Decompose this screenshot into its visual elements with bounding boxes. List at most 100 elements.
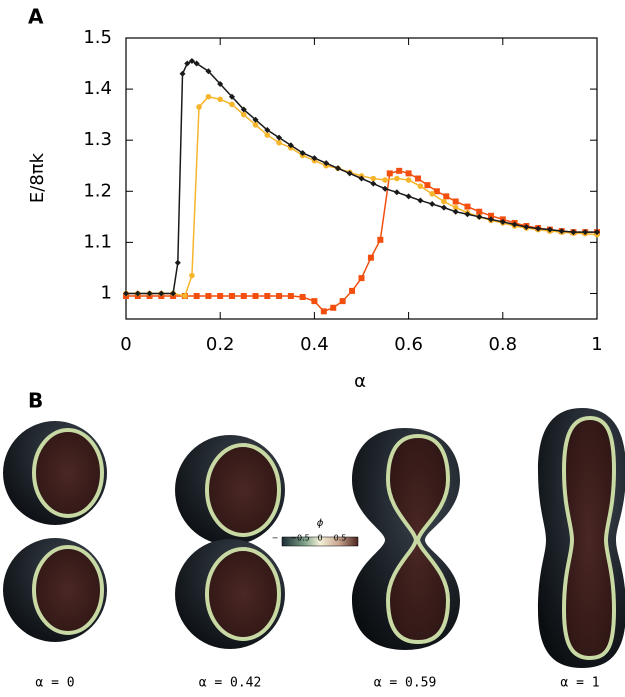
- data-point: [523, 224, 530, 231]
- x-tick-label: 0.2: [206, 334, 235, 355]
- data-point: [511, 221, 518, 228]
- data-point: [252, 293, 259, 300]
- colorbar-tick-label: −0.5: [290, 534, 309, 543]
- x-tick-label: 0.4: [300, 334, 329, 355]
- data-point: [452, 208, 459, 215]
- data-point: [299, 294, 306, 301]
- series-line: [126, 95, 598, 297]
- data-point: [440, 204, 447, 211]
- data-point: [193, 293, 200, 300]
- data-point: [264, 132, 271, 138]
- data-point: [433, 188, 440, 195]
- data-point: [394, 175, 400, 182]
- plot: 0 0.2 0.4 0.6 0.8 1 1 1.1 1.2 1.3 1.4 1.5: [83, 27, 602, 355]
- data-point: [189, 272, 195, 279]
- data-point: [377, 236, 384, 243]
- data-point: [252, 122, 259, 128]
- y-tick-label: 1.2: [83, 180, 112, 201]
- data-point: [228, 93, 235, 100]
- data-point: [205, 293, 212, 300]
- data-point: [405, 170, 412, 177]
- data-point: [464, 203, 471, 210]
- data-point: [535, 225, 542, 232]
- data-point: [429, 201, 436, 208]
- data-point: [311, 298, 318, 305]
- data-point: [558, 228, 565, 235]
- data-point: [170, 290, 177, 297]
- data-point: [287, 142, 294, 149]
- data-point: [441, 198, 447, 205]
- x-tick-label: 1: [591, 334, 602, 355]
- series-line: [126, 170, 597, 313]
- data-point: [184, 60, 191, 67]
- data-point: [264, 293, 271, 300]
- data-point: [276, 293, 283, 300]
- colorbar-tick-label: 0.5: [334, 534, 347, 543]
- data-point: [182, 293, 188, 299]
- data-point: [546, 226, 553, 233]
- caption: α = 0.59: [374, 676, 437, 691]
- data-point: [499, 218, 506, 225]
- data-point: [276, 139, 282, 146]
- data-point: [229, 101, 235, 108]
- data-point: [358, 275, 365, 282]
- caption: α = 0.42: [199, 676, 262, 691]
- data-point: [228, 293, 235, 300]
- data-point: [346, 170, 353, 177]
- data-point: [349, 287, 356, 294]
- panel-label: A: [28, 5, 44, 29]
- data-point: [429, 191, 435, 197]
- colorbar-title: ϕ: [317, 518, 324, 529]
- data-point: [240, 106, 247, 113]
- data-point: [582, 229, 589, 236]
- data-point: [452, 204, 459, 211]
- plot-frame: [125, 37, 598, 320]
- data-point: [264, 126, 271, 133]
- data-point: [417, 183, 424, 189]
- data-point: [417, 197, 424, 204]
- data-point: [311, 155, 318, 162]
- data-point: [452, 198, 459, 205]
- data-point: [405, 177, 412, 183]
- y-tick-label: 1.3: [83, 129, 112, 150]
- x-tick-label: 0.6: [394, 334, 423, 355]
- data-point: [405, 193, 412, 200]
- data-point: [193, 60, 200, 67]
- data-point: [217, 80, 224, 87]
- colorbar-tick-label: −: [272, 534, 279, 543]
- data-point: [287, 293, 294, 300]
- data-point: [134, 290, 141, 297]
- data-point: [205, 68, 212, 75]
- y-tick-label: 1.5: [83, 27, 112, 48]
- data-point: [443, 193, 450, 200]
- data-point: [339, 298, 346, 305]
- y-tick-label: 1: [101, 282, 112, 303]
- data-point: [174, 259, 181, 266]
- data-point: [252, 116, 259, 123]
- x-tick-label: 0.8: [488, 334, 517, 355]
- data-point: [240, 111, 247, 118]
- data-point: [217, 96, 223, 103]
- data-point: [393, 189, 400, 196]
- data-point: [370, 175, 377, 182]
- data-point: [299, 149, 306, 156]
- caption: α = 1: [560, 676, 599, 691]
- x-tick-label: 0: [120, 334, 131, 355]
- data-point: [158, 290, 165, 297]
- data-point: [240, 293, 247, 300]
- data-point: [396, 167, 403, 174]
- colorbar: [281, 536, 359, 547]
- data-point: [188, 57, 195, 64]
- data-point: [323, 160, 330, 167]
- data-point: [488, 212, 495, 219]
- data-point: [320, 308, 327, 315]
- data-point: [476, 213, 483, 220]
- data-point: [179, 70, 186, 77]
- data-point: [488, 216, 495, 223]
- data-point: [570, 229, 577, 236]
- data-point: [594, 229, 600, 236]
- data-point: [367, 254, 374, 261]
- data-point: [464, 211, 471, 218]
- data-point: [196, 104, 202, 110]
